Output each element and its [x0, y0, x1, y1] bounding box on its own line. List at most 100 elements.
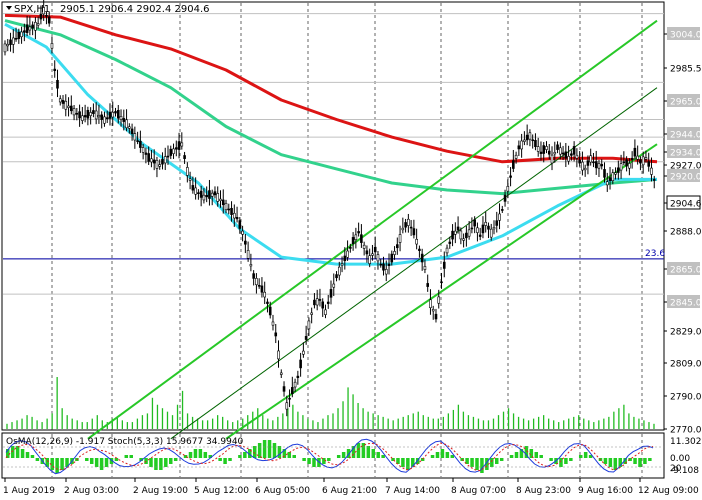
candle-body	[409, 226, 413, 229]
candle-body	[296, 375, 300, 379]
candle-body	[235, 217, 239, 220]
candle-body	[111, 111, 115, 118]
price-label-box	[667, 262, 700, 275]
candle-body	[531, 139, 534, 142]
time-label: 6 Aug 05:00	[255, 486, 310, 496]
osma-bar	[648, 458, 652, 461]
price-label-box	[667, 94, 700, 107]
osma-bar	[114, 458, 119, 461]
channel-line	[170, 87, 658, 440]
osma-bar	[312, 458, 316, 467]
price-label-box	[667, 27, 700, 40]
candle-body	[553, 152, 557, 155]
osma-bar	[519, 449, 524, 458]
candle-body	[257, 285, 261, 287]
osma-bar	[435, 452, 440, 458]
candle-body	[393, 251, 396, 255]
candle-body	[61, 100, 65, 104]
osma-bar	[643, 458, 647, 464]
candle-body	[119, 116, 123, 120]
candle-body	[354, 234, 358, 240]
osma-bar	[430, 455, 435, 458]
candle-body	[335, 274, 338, 279]
price-label: 2770.0	[670, 426, 702, 436]
candle-body	[116, 109, 120, 119]
osma-bar	[322, 458, 326, 464]
time-label: 6 Aug 21:00	[322, 486, 377, 496]
candle-body	[177, 141, 181, 150]
price-label: 2904.6	[670, 200, 702, 210]
osma-bar	[366, 446, 371, 458]
candle-body	[136, 140, 139, 142]
candle-body	[647, 161, 651, 167]
osma-bar	[638, 458, 642, 467]
osma-bar	[25, 452, 30, 458]
candle-body	[302, 350, 305, 355]
candle-body	[376, 254, 380, 262]
candle-body	[545, 146, 548, 150]
candle-body	[434, 313, 438, 320]
candle-body	[525, 134, 529, 141]
candle-body	[150, 158, 153, 163]
osma-bar	[480, 458, 484, 473]
osc-axis-label: -9.108	[670, 466, 699, 476]
candle-body	[11, 37, 15, 45]
candle-body	[279, 372, 283, 375]
price-label: 3004.0	[670, 31, 702, 41]
osma-bar	[287, 452, 292, 458]
candle-body	[288, 397, 291, 400]
osma-bar	[381, 455, 385, 458]
candle-body	[266, 301, 269, 304]
time-label: 1 Aug 2019	[3, 486, 55, 496]
symbol-header[interactable]: SPX,H1 2905.1 2906.4 2902.4 2904.6	[6, 4, 210, 15]
candle-body	[594, 161, 598, 169]
candle-body	[326, 301, 330, 304]
candle-body	[614, 172, 617, 175]
candle-body	[72, 108, 76, 116]
osma-bar	[188, 452, 193, 458]
candle-body	[197, 192, 200, 194]
candle-body	[462, 238, 465, 241]
candle-body	[454, 230, 457, 235]
osma-bar	[529, 449, 534, 458]
candle-body	[437, 296, 441, 304]
stochastic-main-line	[5, 438, 654, 475]
osma-bar	[376, 452, 380, 458]
candle-body	[349, 247, 352, 249]
candle-body	[390, 253, 394, 263]
candle-body	[622, 161, 626, 164]
candle-body	[429, 299, 432, 309]
candle-body	[536, 146, 540, 152]
dropdown-triangle-icon[interactable]	[6, 6, 12, 10]
candle-body	[133, 133, 137, 141]
candle-body	[31, 24, 34, 29]
price-label: 2809.0	[670, 360, 702, 370]
candle-body	[208, 190, 211, 199]
candle-body	[517, 145, 521, 150]
candle-body	[158, 164, 162, 167]
candle-body	[194, 187, 197, 195]
osma-bar	[159, 458, 163, 470]
candle-body	[451, 230, 454, 240]
osma-bar	[85, 458, 89, 461]
candle-body	[166, 155, 170, 158]
osma-bar	[549, 458, 553, 461]
osma-bar	[169, 458, 173, 464]
osma-bar	[208, 455, 213, 458]
osma-bar	[578, 455, 583, 458]
candle-body	[329, 289, 333, 298]
candle-body	[581, 161, 584, 171]
candle-body	[238, 220, 242, 229]
vertical-grid	[51, 3, 643, 477]
osma-bar	[272, 443, 277, 458]
candle-body	[216, 193, 220, 202]
candle-body	[299, 359, 302, 369]
osma-bar	[588, 455, 593, 458]
candle-body	[169, 148, 173, 156]
candle-body	[564, 151, 568, 159]
candle-body	[608, 177, 612, 182]
candle-body	[575, 154, 579, 159]
osma-bar	[262, 440, 267, 458]
candle-body	[241, 230, 244, 235]
osma-bar	[420, 458, 425, 461]
